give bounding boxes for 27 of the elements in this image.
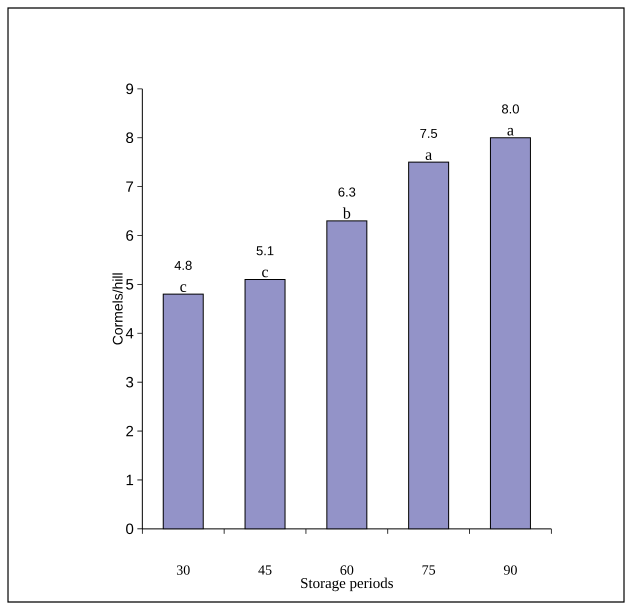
y-tick-label: 3 [126,376,134,388]
y-tick-label: 0 [126,524,134,534]
y-tick-label: 1 [126,474,134,486]
annotation: c [262,270,268,278]
annotation: b [342,207,350,219]
annotation: a [507,128,514,136]
y-tick-label: 2 [126,426,134,436]
annotation: a [426,152,432,160]
x-axis-title: Storage periods [301,578,393,592]
annotation: c [180,284,186,292]
data-label: 7.5 [420,128,438,138]
data-label: 8.0 [502,104,519,114]
x-tick-label: 90 [504,565,517,575]
x-tick-label: 60 [340,565,354,575]
y-tick-label: 4 [126,328,134,338]
x-tick-label: 45 [258,565,272,575]
x-tick-label: 75 [422,565,436,575]
y-tick-label: 6 [126,230,134,241]
y-tick-label: 9 [126,84,134,94]
y-tick-label: 8 [126,132,134,144]
data-label: 6.3 [338,187,356,197]
data-label: 5.1 [256,246,274,256]
y-tick-label: 7 [126,181,134,192]
data-label: 4.8 [174,260,192,270]
y-tick-label: 5 [126,279,134,290]
x-tick-label: 30 [176,565,190,575]
y-axis-title: Cormels/hill [112,273,123,345]
